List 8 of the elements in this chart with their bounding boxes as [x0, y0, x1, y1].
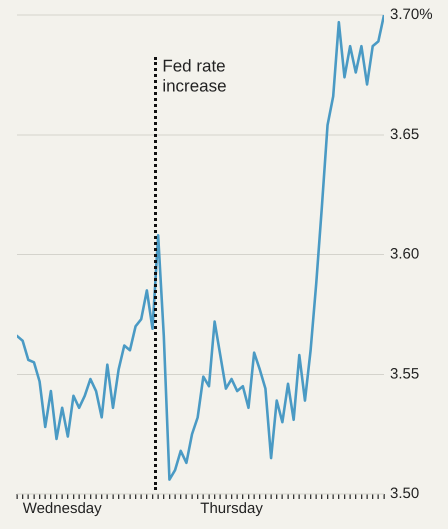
y-tick-label: 3.55 [390, 365, 420, 382]
y-tick-label: 3.50 [390, 485, 420, 502]
y-tick-label: 3.65 [390, 126, 420, 143]
x-tick-label: Thursday [200, 500, 264, 518]
y-tick-label: 3.70% [390, 6, 433, 24]
x-tick-label: Wednesday [22, 500, 102, 518]
annotation: Fed rate increase [162, 56, 227, 96]
y-tick-label: 3.60 [390, 246, 420, 263]
